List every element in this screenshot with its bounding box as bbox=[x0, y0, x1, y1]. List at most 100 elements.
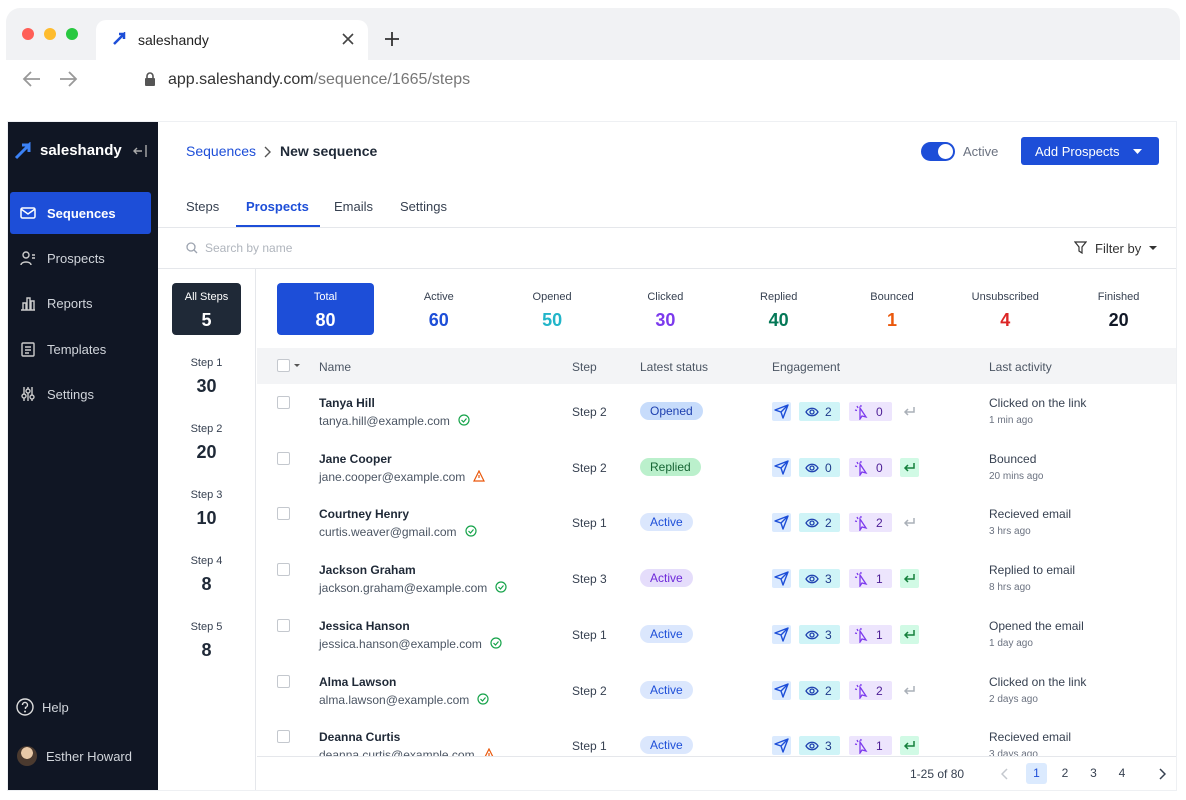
row-checkbox[interactable] bbox=[277, 563, 290, 577]
search-input[interactable]: Search by name bbox=[205, 241, 293, 255]
step-filter[interactable]: Step 2 20 bbox=[172, 415, 241, 467]
tab[interactable]: Prospects bbox=[246, 199, 309, 214]
row-checkbox[interactable] bbox=[277, 730, 290, 744]
tab-favicon bbox=[112, 32, 126, 46]
prospect-name: Alma Lawson bbox=[319, 674, 397, 689]
window-control[interactable] bbox=[44, 28, 56, 40]
icon-path bbox=[805, 463, 819, 473]
column-header: Step bbox=[572, 360, 597, 374]
prospect-step: Step 1 bbox=[572, 516, 607, 531]
stat-card[interactable]: Finished 20 bbox=[1070, 283, 1167, 335]
collapse-button[interactable] bbox=[132, 144, 148, 158]
row-checkbox[interactable] bbox=[277, 396, 290, 409]
icon-path bbox=[21, 701, 29, 709]
stat-card[interactable]: Clicked 30 bbox=[617, 283, 714, 335]
status-badge: Active bbox=[640, 624, 693, 643]
icon-svg bbox=[854, 627, 868, 643]
active-toggle[interactable] bbox=[921, 142, 955, 161]
nav-item[interactable]: Settings bbox=[10, 373, 151, 415]
new-tab[interactable] bbox=[384, 31, 400, 47]
filter-button[interactable]: Filter by bbox=[1095, 241, 1142, 256]
step-count: 8 bbox=[201, 574, 212, 594]
stat-card[interactable]: Total 80 bbox=[277, 283, 374, 335]
prev-page[interactable] bbox=[1001, 768, 1009, 780]
tab-close[interactable] bbox=[342, 33, 354, 45]
url[interactable]: app.saleshandy.com/sequence/1665/steps bbox=[168, 71, 470, 89]
icon-path bbox=[60, 71, 78, 87]
icon-path bbox=[1133, 149, 1142, 154]
help-link[interactable]: Help bbox=[42, 700, 69, 715]
breadcrumb-link[interactable]: Sequences bbox=[186, 143, 257, 159]
stat-card[interactable]: Active 60 bbox=[390, 283, 487, 335]
breadcrumb-separator bbox=[263, 146, 271, 158]
table-row[interactable]: Deanna Curtis deanna.curtis@example.com St… bbox=[257, 718, 1176, 757]
stat-card[interactable]: Replied 40 bbox=[730, 283, 827, 335]
tab[interactable]: Emails bbox=[334, 199, 374, 214]
window-control[interactable] bbox=[66, 28, 78, 40]
tab[interactable]: Settings bbox=[400, 199, 447, 214]
activity-time: 2 days ago bbox=[989, 693, 1038, 705]
activity-time: 3 hrs ago bbox=[989, 526, 1031, 538]
table-row[interactable]: Jackson Graham jackson.graham@example.com… bbox=[257, 551, 1176, 607]
icon-path bbox=[903, 685, 915, 695]
stat-card[interactable]: Opened 50 bbox=[504, 283, 601, 335]
step-filter[interactable]: Step 1 30 bbox=[172, 349, 241, 401]
row-checkbox[interactable] bbox=[277, 618, 290, 632]
table-row[interactable]: Jane Cooper jane.cooper@example.com Step 2… bbox=[257, 440, 1176, 496]
button-caret bbox=[1133, 149, 1142, 154]
row-checkbox[interactable] bbox=[277, 507, 290, 521]
row-checkbox[interactable] bbox=[277, 674, 290, 688]
replied-indicator bbox=[900, 624, 919, 644]
page-button[interactable]: 4 bbox=[1118, 766, 1126, 780]
prospect-step: Step 1 bbox=[572, 739, 607, 754]
tab[interactable]: Steps bbox=[186, 199, 220, 214]
step-filter[interactable]: Step 3 10 bbox=[172, 481, 241, 533]
user-name[interactable]: Esther Howard bbox=[46, 749, 132, 764]
nav-item[interactable]: Templates bbox=[10, 328, 151, 370]
step-label: Step 1 bbox=[190, 357, 223, 369]
user-avatar bbox=[17, 746, 37, 766]
table-row[interactable]: Alma Lawson alma.lawson@example.com Step 2… bbox=[257, 663, 1176, 719]
page-button[interactable]: 3 bbox=[1090, 766, 1097, 780]
status-badge: Opened bbox=[640, 402, 703, 420]
page-button[interactable]: 2 bbox=[1061, 766, 1069, 780]
browser-tab[interactable] bbox=[96, 20, 368, 60]
button-label: Add Prospects bbox=[1035, 144, 1120, 159]
stat-value: 30 bbox=[655, 310, 676, 330]
icon-circle bbox=[25, 388, 31, 394]
table-row[interactable]: Jessica Hanson jessica.hanson@example.com… bbox=[257, 607, 1176, 663]
nav-item[interactable]: Reports bbox=[10, 282, 151, 324]
stat-card[interactable]: Bounced 1 bbox=[844, 283, 941, 335]
nav-icon bbox=[20, 205, 36, 221]
opens-badge: 2 bbox=[799, 402, 840, 421]
step-filter[interactable]: All Steps 5 bbox=[172, 283, 241, 335]
table-row[interactable]: Courtney Henry curtis.weaver@gmail.com Ste… bbox=[257, 495, 1176, 551]
icon-circle bbox=[809, 409, 815, 415]
page-button[interactable]: 1 bbox=[1026, 763, 1047, 784]
nav-item[interactable]: Sequences bbox=[10, 192, 151, 234]
icon-svg bbox=[133, 145, 147, 157]
icon-svg bbox=[113, 32, 126, 45]
icon-svg bbox=[805, 574, 819, 584]
step-label: All Steps bbox=[184, 291, 229, 303]
icon-path bbox=[1149, 246, 1157, 250]
add-prospects-button[interactable]: Add Prospects bbox=[1021, 137, 1159, 165]
step-filter[interactable]: Step 5 8 bbox=[172, 613, 241, 665]
icon-path bbox=[903, 407, 915, 416]
table-row[interactable]: Tanya Hill tanya.hill@example.com Step 2 Op… bbox=[257, 384, 1176, 440]
icon-svg bbox=[900, 736, 919, 756]
next-page[interactable] bbox=[1158, 768, 1166, 780]
row-checkbox[interactable] bbox=[277, 451, 290, 465]
row-checkbox[interactable] bbox=[277, 359, 290, 372]
prospect-name: Jane Cooper bbox=[319, 451, 392, 466]
icon-svg bbox=[385, 32, 399, 46]
icon-circle bbox=[21, 393, 27, 399]
back-button[interactable] bbox=[22, 70, 42, 88]
step-count: 10 bbox=[196, 508, 217, 528]
forward-button[interactable] bbox=[58, 70, 78, 88]
stat-card[interactable]: Unsubscribed 4 bbox=[957, 283, 1054, 335]
nav-item[interactable]: Prospects bbox=[10, 237, 151, 279]
step-filter[interactable]: Step 4 8 bbox=[172, 547, 241, 599]
breadcrumb-current: New sequence bbox=[280, 143, 378, 159]
window-control[interactable] bbox=[22, 28, 34, 40]
